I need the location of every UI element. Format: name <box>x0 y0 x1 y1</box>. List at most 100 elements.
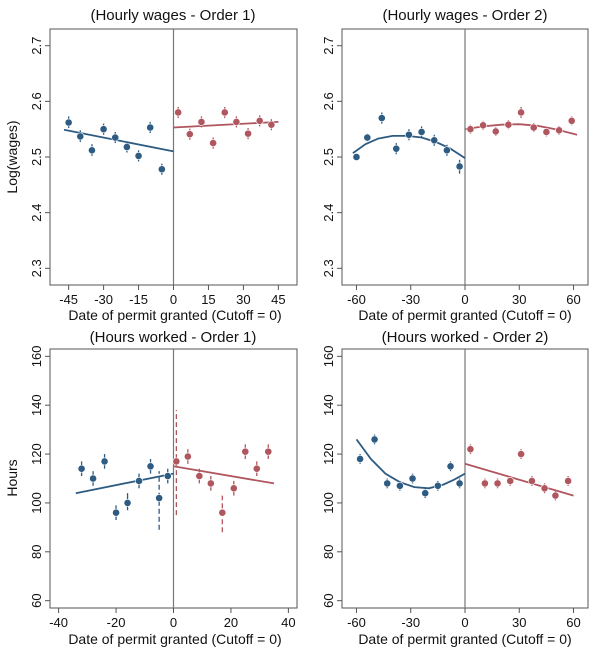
data-point <box>255 116 264 125</box>
data-point <box>370 435 379 444</box>
data-point <box>455 479 464 488</box>
x-axis-label: Date of permit granted (Cutoff = 0) <box>358 631 571 647</box>
data-point <box>220 108 229 117</box>
data-point <box>218 508 227 517</box>
data-point <box>157 165 166 174</box>
x-tick-label: -15 <box>129 292 148 307</box>
y-tick-label: 2.6 <box>29 92 44 110</box>
x-tick-label: 15 <box>201 292 215 307</box>
chart-title: (Hourly wages - Order 2) <box>382 7 547 24</box>
data-point <box>352 153 361 161</box>
x-tick-label: 0 <box>170 292 177 307</box>
data-point <box>111 133 120 142</box>
data-point <box>252 464 261 473</box>
y-tick-label: 2.3 <box>321 259 336 277</box>
y-tick-label: 2.7 <box>29 37 44 55</box>
y-tick-label: 2.4 <box>29 204 44 222</box>
data-point <box>392 144 401 153</box>
data-point <box>506 477 515 485</box>
data-point <box>174 108 183 117</box>
data-point <box>89 474 97 483</box>
y-tick-label: 2.6 <box>321 92 336 110</box>
chart-panel-4: (Hours worked - Order 2) -60 -30 0 30 60 60 80 1… <box>321 329 589 647</box>
data-point <box>197 118 206 126</box>
data-point <box>76 132 85 141</box>
y-tick-label: 60 <box>29 593 44 607</box>
data-point <box>244 129 252 138</box>
chart-panel-2: (Hourly wages - Order 2) -60 -30 0 30 60 2.3 2.… <box>321 7 589 323</box>
series-left <box>352 112 466 174</box>
data-point <box>433 481 442 490</box>
data-point <box>123 499 132 507</box>
data-point <box>135 477 143 485</box>
data-point <box>555 126 563 135</box>
data-point <box>232 118 241 126</box>
data-point <box>405 130 413 139</box>
data-point <box>517 108 525 117</box>
y-tick-label: 100 <box>29 492 44 514</box>
data-point <box>504 120 513 129</box>
y-tick-label: 80 <box>29 545 44 559</box>
x-tick-label: 0 <box>170 615 177 630</box>
y-tick-label: 2.4 <box>321 204 336 222</box>
data-point <box>122 143 131 151</box>
data-point <box>455 162 464 171</box>
x-tick-label: -60 <box>347 615 366 630</box>
data-point <box>542 128 551 136</box>
x-tick-label: 30 <box>512 615 526 630</box>
data-point <box>567 116 576 125</box>
data-point <box>363 133 372 142</box>
fit-line-right <box>173 465 275 485</box>
data-point <box>229 484 238 493</box>
y-tick-label: 120 <box>321 443 336 465</box>
series-right <box>172 410 275 533</box>
y-tick-label: 2.5 <box>29 148 44 166</box>
data-point <box>155 494 164 502</box>
chart-panel-3: (Hours worked - Order 1) -40 -20 0 20 40 60 80 1… <box>4 329 298 647</box>
data-point <box>356 455 364 463</box>
series-left <box>75 454 174 530</box>
data-point <box>264 447 273 456</box>
y-tick-label: 2.3 <box>29 259 44 277</box>
series-left <box>63 116 174 175</box>
y-tick-label: 140 <box>29 394 44 416</box>
y-axis-label: Log(wages) <box>4 120 20 193</box>
data-point <box>206 479 215 488</box>
x-tick-label: 30 <box>236 292 250 307</box>
chart-title: (Hourly wages - Order 1) <box>90 7 255 24</box>
data-point <box>383 479 392 488</box>
x-tick-label: -30 <box>94 292 113 307</box>
x-tick-label: 60 <box>566 615 580 630</box>
data-point <box>466 445 475 454</box>
y-tick-label: 160 <box>29 345 44 367</box>
data-point <box>99 125 108 134</box>
data-point <box>64 118 73 127</box>
data-point <box>540 484 549 493</box>
data-point <box>417 128 426 136</box>
x-tick-label: 60 <box>566 292 580 307</box>
data-point <box>466 125 475 134</box>
x-tick-label: 30 <box>512 292 526 307</box>
y-axis-label: Hours <box>4 459 20 496</box>
y-tick-label: 140 <box>321 394 336 416</box>
data-point <box>146 462 155 471</box>
data-point <box>134 151 143 160</box>
series-right <box>464 444 574 501</box>
series-left <box>355 434 466 499</box>
y-tick-label: 2.5 <box>321 148 336 166</box>
y-tick-label: 60 <box>321 593 336 607</box>
data-point <box>209 139 218 147</box>
x-tick-label: -60 <box>347 292 366 307</box>
data-point <box>112 508 120 517</box>
y-tick-label: 160 <box>321 345 336 367</box>
x-axis-label: Date of permit granted (Cutoff = 0) <box>68 631 281 647</box>
x-tick-label: -30 <box>401 292 420 307</box>
data-point <box>408 474 417 483</box>
data-point <box>267 120 276 129</box>
y-tick-label: 120 <box>29 443 44 465</box>
data-point <box>377 114 386 122</box>
data-point <box>395 481 404 490</box>
x-tick-label: 0 <box>461 615 468 630</box>
data-point <box>163 472 172 480</box>
